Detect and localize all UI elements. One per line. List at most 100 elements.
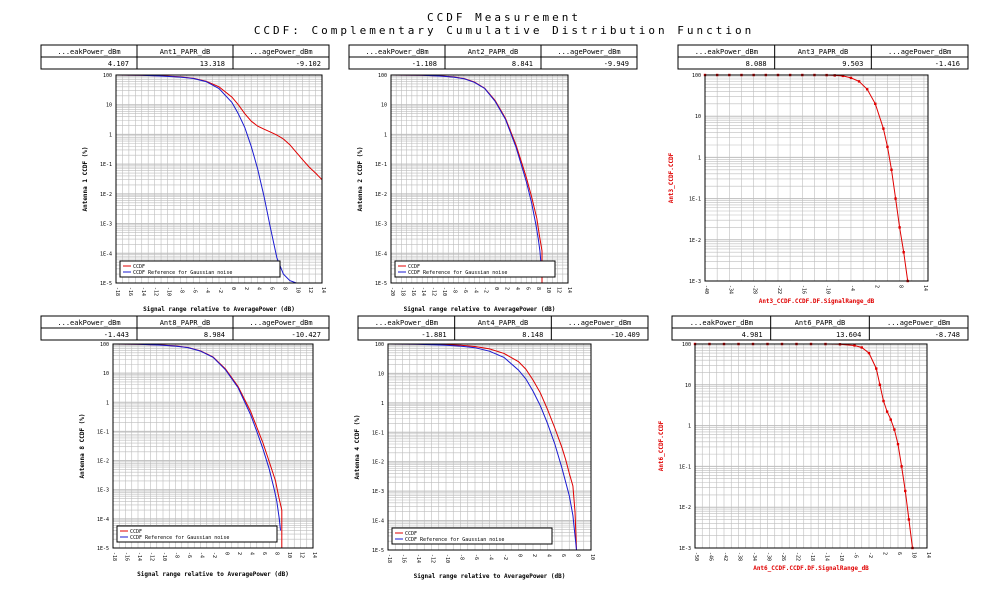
y-axis-title: Ant3_CCDF.CCDF	[668, 152, 675, 203]
x-tick-label: 8	[281, 287, 287, 290]
y-tick-label: 1E-3	[689, 279, 701, 285]
x-tick-label: 8	[535, 287, 541, 290]
plot-frame	[115, 74, 323, 284]
series-point	[849, 76, 853, 80]
x-tick-label: -26	[780, 552, 786, 561]
metrics-table-header: Ant1_PAPR_dB	[160, 48, 211, 56]
y-tick-label: 100	[103, 73, 112, 79]
x-tick-label: -8	[452, 287, 458, 293]
y-tick-label: 1E-5	[97, 546, 109, 552]
x-tick-label: 4	[256, 287, 262, 290]
y-tick-label: 1E-2	[679, 505, 691, 511]
y-tick-label: 10	[106, 103, 112, 109]
x-tick-label: -10	[166, 287, 172, 296]
metrics-table-header: ...agePower_dBm	[568, 319, 631, 327]
metrics-table-header: ...agePower_dBm	[557, 48, 620, 56]
metrics-table-value: -10.427	[291, 331, 321, 339]
legend-box	[391, 527, 553, 545]
series-point	[885, 410, 889, 413]
x-tick-label: -22	[776, 285, 782, 294]
y-tick-label: 10	[685, 383, 691, 389]
x-tick-label: -12	[430, 554, 436, 563]
x-tick-label: 0	[230, 287, 236, 290]
series-line-gaussian-reference	[387, 343, 577, 551]
series-point	[904, 489, 907, 493]
x-tick-label: -16	[124, 552, 130, 561]
metrics-table-header: ...eakPower_dBm	[57, 48, 120, 56]
metrics-table: ...eakPower_dBm Ant1_PAPR_dB ...agePower_d…	[40, 44, 330, 70]
x-tick-label: -16	[401, 554, 407, 563]
y-tick-label: 1E-5	[372, 548, 384, 554]
y-tick-label: 10	[103, 371, 109, 377]
metrics-table-value: -1.108	[412, 60, 437, 68]
y-tick-label: 1E-2	[97, 459, 109, 465]
series-point	[882, 127, 885, 130]
metrics-table-value: -8.748	[935, 331, 960, 339]
x-tick-label: -14	[824, 552, 830, 561]
series-point	[893, 428, 896, 431]
y-tick-label: 1E-1	[375, 162, 387, 168]
x-tick-label: -18	[386, 554, 392, 563]
x-tick-label: -2	[483, 287, 489, 293]
x-tick-label: -22	[795, 552, 801, 561]
series-point	[857, 80, 861, 83]
x-tick-label: 10	[545, 287, 551, 293]
y-tick-label: 10	[695, 114, 701, 120]
metrics-table-header: ...agePower_dBm	[249, 48, 312, 56]
x-tick-label: -10	[825, 285, 831, 294]
x-tick-label: -10	[444, 554, 450, 563]
x-tick-label: -34	[727, 285, 733, 294]
x-tick-label: -12	[149, 552, 155, 561]
metrics-table-header: Ant4_PAPR_dB	[478, 319, 529, 327]
y-tick-label: 100	[375, 342, 384, 348]
x-tick-label: -8	[174, 552, 180, 558]
series-line-gaussian-reference	[390, 74, 543, 275]
series-point	[882, 399, 885, 403]
x-tick-label: -14	[136, 552, 142, 561]
x-tick-label: 10	[589, 554, 595, 560]
plot-frame	[112, 343, 314, 549]
x-tick-label: 2	[243, 287, 249, 290]
x-tick-label: -2	[217, 287, 223, 293]
x-tick-label: -38	[737, 552, 743, 561]
metrics-table-value: -1.443	[104, 331, 129, 339]
y-tick-label: 10	[381, 103, 387, 109]
x-tick-label: -30	[766, 552, 772, 561]
x-tick-label: -18	[399, 287, 405, 296]
y-axis-title: Antenna 2 CCDF (%)	[357, 146, 364, 211]
legend-box	[119, 260, 281, 278]
x-axis-title: Signal range relative to AveragePower (d…	[143, 306, 295, 313]
x-tick-label: 0	[224, 552, 230, 555]
x-tick-label: 14	[311, 552, 317, 558]
metrics-table-header: ...eakPower_dBm	[365, 48, 428, 56]
y-tick-label: 1E-4	[372, 519, 384, 525]
plot-frame	[694, 343, 928, 549]
y-tick-label: 1E-4	[375, 251, 387, 257]
x-tick-label: 4	[546, 554, 552, 557]
metrics-table-header: ...eakPower_dBm	[695, 48, 758, 56]
x-tick-label: -28	[752, 285, 758, 294]
legend-box	[116, 525, 278, 543]
x-tick-label: -14	[420, 287, 426, 296]
metrics-table-value: -10.409	[610, 331, 640, 339]
series-point	[898, 226, 901, 229]
series-point	[894, 197, 897, 200]
series-point	[890, 168, 893, 172]
x-tick-label: -4	[488, 554, 494, 560]
series-point	[900, 465, 903, 468]
metrics-table-value: 8.841	[512, 60, 533, 68]
series-point	[878, 383, 882, 386]
series-point	[841, 74, 845, 78]
y-tick-label: 1E-1	[679, 464, 691, 470]
y-tick-label: 10	[378, 371, 384, 377]
y-tick-label: 1E-3	[100, 222, 112, 228]
plot-grid	[387, 344, 592, 551]
page-subtitle: CCDF: Complementary Cumulative Distribut…	[253, 24, 755, 37]
x-tick-label: 8	[274, 552, 280, 555]
y-tick-label: 100	[100, 342, 109, 348]
